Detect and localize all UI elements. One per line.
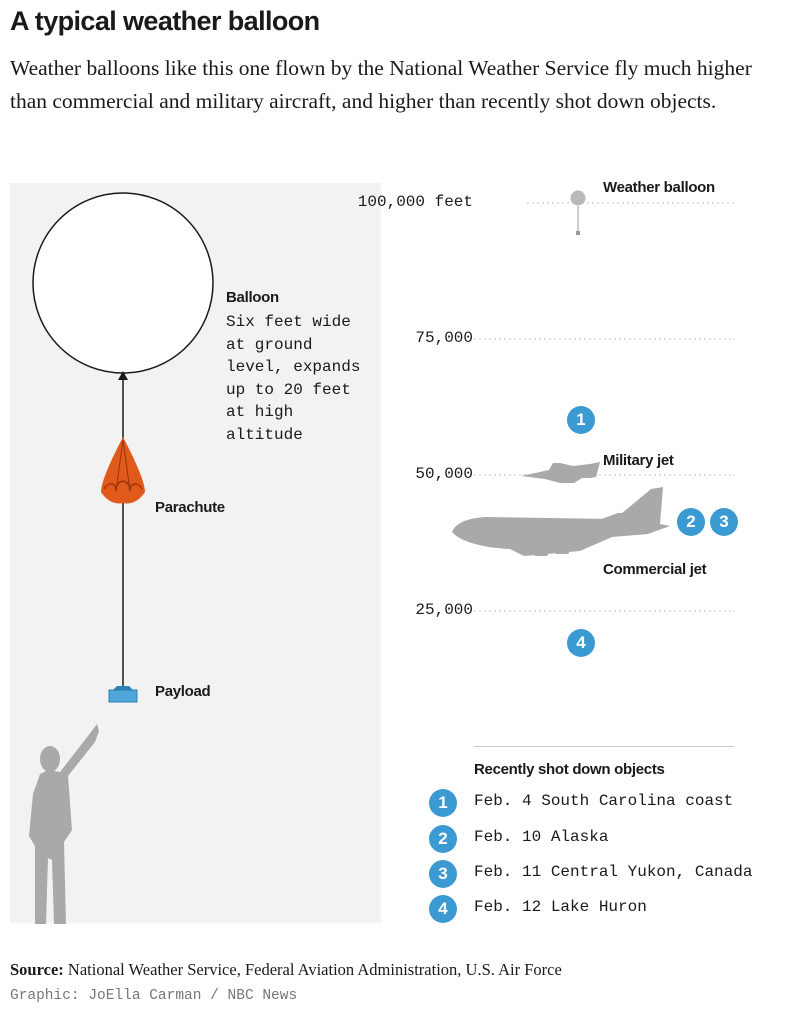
marker-badge-4: 4 xyxy=(567,629,595,657)
legend-item-text: Feb. 4 South Carolina coast xyxy=(474,792,734,810)
balloon-description-line: at high xyxy=(226,403,294,422)
balloon-description-line: at ground xyxy=(226,335,313,354)
military-jet-icon xyxy=(521,462,600,483)
page-subtitle: Weather balloons like this one flown by … xyxy=(10,56,752,113)
legend-badge: 1 xyxy=(429,789,457,817)
marker-badge-1: 1 xyxy=(567,406,595,434)
balloon-shape xyxy=(32,192,214,374)
legend-item-text: Feb. 12 Lake Huron xyxy=(474,898,647,916)
commercial-jet-label: Commercial jet xyxy=(603,561,707,578)
balloon-description-line: Six feet wide xyxy=(226,313,351,331)
legend-badge: 2 xyxy=(429,825,457,853)
source-label: Source: xyxy=(10,960,64,979)
source-note: Source: National Weather Service, Federa… xyxy=(10,960,562,980)
balloon-description-line: altitude xyxy=(226,425,303,444)
tether-arrowhead xyxy=(118,371,128,380)
page-title: A typical weather balloon xyxy=(10,6,320,36)
legend-item: 1 Feb. 4 South Carolina coast xyxy=(429,789,800,817)
payload-label: Payload xyxy=(155,683,211,700)
weather-balloon-icon xyxy=(570,190,586,235)
marker-badge-2: 2 xyxy=(677,508,705,536)
legend-divider xyxy=(474,746,734,747)
legend-item-text: Feb. 11 Central Yukon, Canada xyxy=(474,863,753,881)
balloon-label: Balloon xyxy=(226,289,279,306)
legend-item: 3 Feb. 11 Central Yukon, Canada xyxy=(429,860,800,888)
legend-item-text: Feb. 10 Alaska xyxy=(474,828,609,846)
parachute-icon xyxy=(101,437,145,504)
legend-badge: 3 xyxy=(429,860,457,888)
weather-balloon-label: Weather balloon xyxy=(603,179,715,196)
balloon-description: Six feet wide at ground level, expands u… xyxy=(226,311,360,447)
parachute-label: Parachute xyxy=(155,499,225,516)
tick-label-25000: 25,000 xyxy=(415,601,473,619)
tick-label-75000: 75,000 xyxy=(415,329,473,347)
graphic-credit: Graphic: JoElla Carman / NBC News xyxy=(10,988,298,1004)
person-silhouette-icon xyxy=(29,724,99,924)
tick-label-100000: 100,000 feet xyxy=(357,193,473,211)
military-jet-label: Military jet xyxy=(603,452,674,469)
tick-label-50000: 50,000 xyxy=(415,465,473,483)
commercial-jet-icon xyxy=(452,487,670,556)
legend-badge: 4 xyxy=(429,895,457,923)
balloon-description-line: up to 20 feet xyxy=(226,380,351,399)
legend-item: 4 Feb. 12 Lake Huron xyxy=(429,895,800,923)
source-text: National Weather Service, Federal Aviati… xyxy=(67,960,562,979)
marker-badge-3: 3 xyxy=(710,508,738,536)
legend-item: 2 Feb. 10 Alaska xyxy=(429,825,800,853)
legend-title: Recently shot down objects xyxy=(474,761,665,778)
balloon-description-line: level, expands xyxy=(226,358,361,377)
payload-icon xyxy=(108,686,138,703)
